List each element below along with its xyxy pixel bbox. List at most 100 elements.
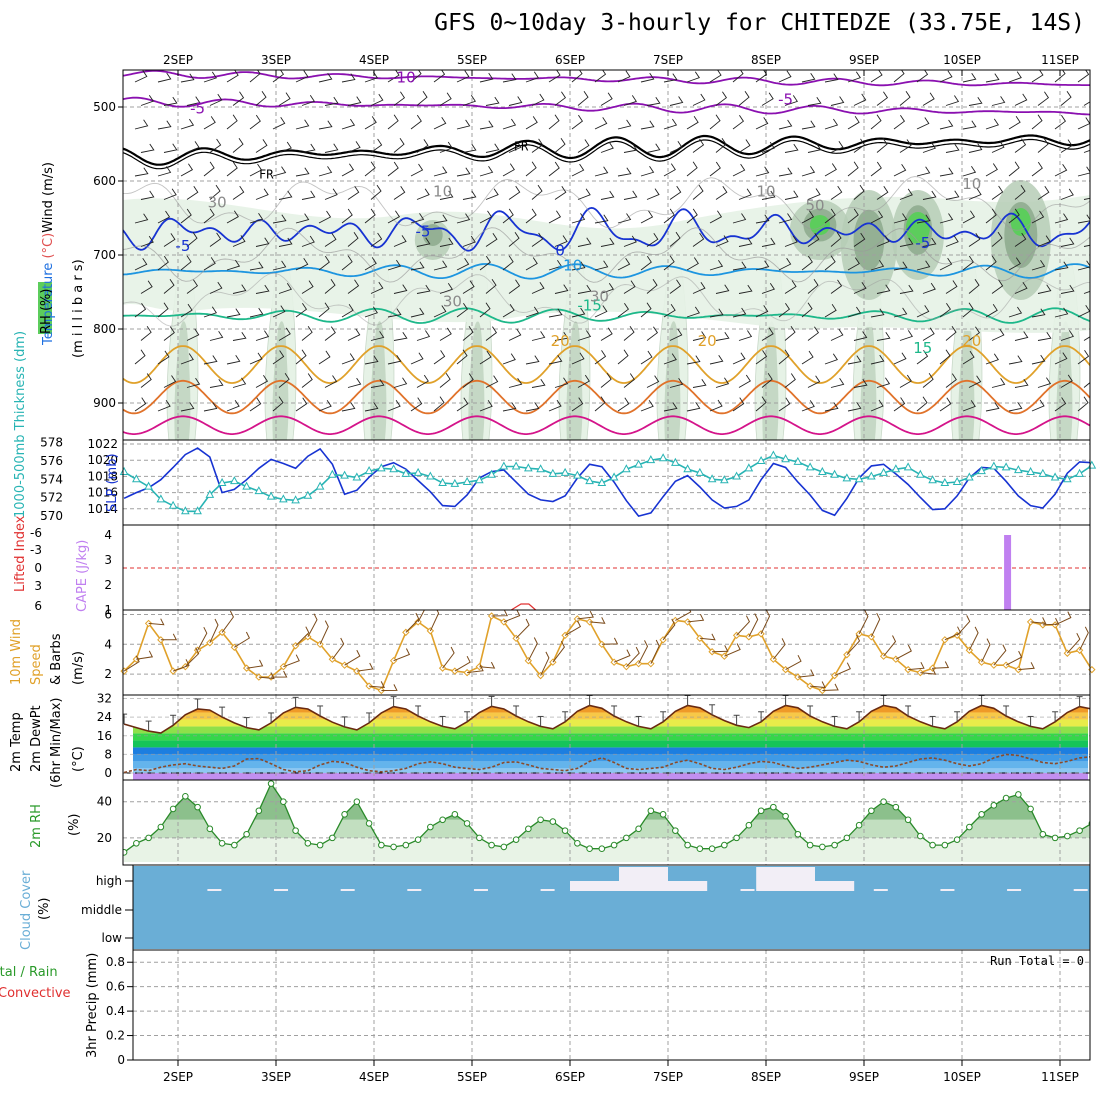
wind-barb [278,327,291,341]
wind-barb [784,280,797,294]
date-label-bottom: 6SEP [555,1070,585,1084]
wind-barb [577,188,591,200]
wind-barb [232,137,244,153]
wind-barb [784,95,799,106]
wind-barb [439,327,452,341]
thickness-marker [585,476,594,485]
wind-barb [824,353,838,365]
wind-barb [991,140,1005,153]
wind-barb-10m [870,612,881,638]
wind-speed-marker [745,633,753,641]
rh-marker [868,807,875,815]
thickness-marker [1038,468,1048,477]
wind-barb [180,208,192,224]
temp-band [133,719,1088,727]
date-label-bottom: 4SEP [359,1070,389,1084]
wind-barb [163,278,175,294]
wind-barb [479,210,493,224]
wind-barb [594,166,609,177]
wind-barb [456,70,470,83]
wind-barb-10m [258,672,275,680]
wind-barb [1008,402,1023,412]
wind-barb [801,350,814,365]
wind-barb [939,302,952,318]
cape-tick-label: 2 [104,578,112,592]
thickness-marker [389,464,398,473]
wind-barb [847,306,862,318]
wind-barb [916,350,929,365]
wind-barb-10m [577,610,594,620]
thickness-tick-label: 576 [40,454,63,468]
wind-barb [985,118,1000,130]
rh-marker [586,845,593,853]
rh-marker [917,832,924,840]
wind-barb-10m [417,610,425,623]
thickness-marker [548,468,558,477]
wind-barb [186,141,200,153]
wind-barb-10m [968,626,979,651]
wind-ylabel: 10m Wind [9,619,24,685]
wind-barb [364,402,379,412]
rh-marker [941,841,949,849]
wind-barb [899,284,914,294]
wind-barb [502,73,517,83]
wind-barb [485,233,498,247]
contour-label: -5 [190,99,205,117]
wind-barb [410,114,422,130]
wind-barb [617,397,630,412]
wind-barb-10m [1066,632,1081,654]
wind-barb [853,232,866,247]
wind-speed-marker [696,634,704,643]
thickness-marker [1050,472,1060,481]
wind-barb [134,167,149,177]
wind-barb [738,374,751,388]
rh-marker [414,836,422,843]
cloud-ylabel-text: Cloud Cover [19,870,34,950]
wind-barb [985,402,1000,412]
wind-barb [531,281,545,294]
li-line [510,603,537,611]
rh-marker [500,843,508,851]
wind-barb [433,396,445,412]
wind-barb [548,114,560,130]
thickness-marker [254,486,264,495]
wind-barb [692,331,707,341]
wind-barb [784,373,796,388]
thickness-marker [1075,468,1084,477]
thickness-marker [217,477,227,486]
cloud-high-gap [407,889,422,891]
wind-barb [1054,70,1066,83]
wind-barb [1014,93,1028,106]
wind-barb [761,373,773,388]
wind-barb [755,260,770,271]
li-tick-label: 0 [34,561,42,575]
wind-barb [393,331,408,341]
wind-barb [255,330,270,341]
rh-marker [806,841,814,849]
wind-barb [255,284,270,294]
wind-barb [876,284,891,294]
rh-band-mid [124,819,1090,838]
wind-barb [393,284,408,294]
wind-barb [985,304,998,318]
slp-tick-label: 1020 [87,453,118,467]
date-label-top: 9SEP [849,53,879,67]
wind-barb-10m [246,659,264,669]
thickness-marker [328,469,337,478]
wind-barb [761,237,776,247]
wind-barb-10m [834,662,851,677]
wind-barb [1037,91,1050,106]
wind-barb [646,233,659,247]
wind-barb [732,213,747,224]
wind-barb [640,400,654,412]
wind-barb [807,96,822,106]
wind-barb [709,161,721,177]
wind-barb [370,378,385,388]
wind-barb [1037,235,1051,247]
wind-barb [439,237,454,247]
wind-barb [876,331,891,341]
wind-barb [1031,260,1046,271]
wind-barb [640,255,652,271]
wind-barb [479,72,494,83]
rh-marker [966,823,973,831]
